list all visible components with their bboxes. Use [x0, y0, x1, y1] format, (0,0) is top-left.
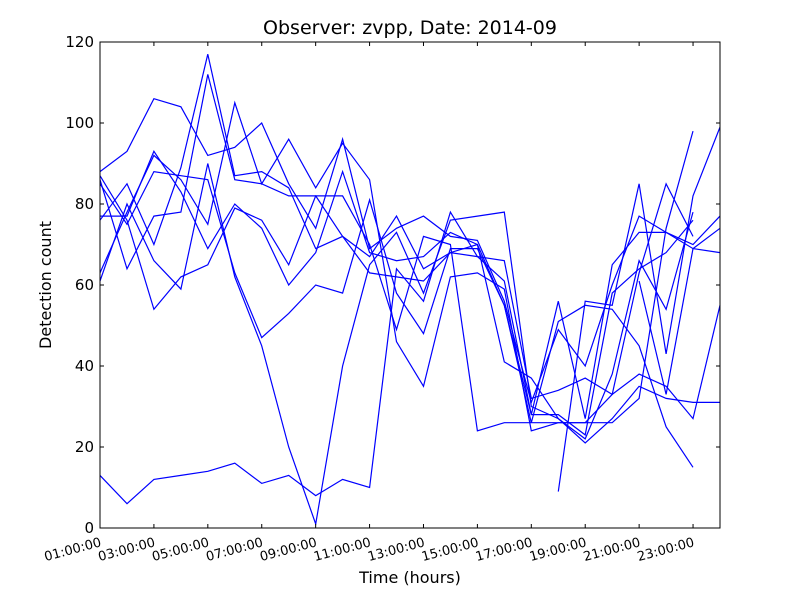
y-axis: 0 20 40 60 80 100 120: [65, 33, 720, 537]
series-line-3: [99, 74, 721, 419]
x-tick-label: 13:00:00: [366, 535, 426, 565]
x-tick-label: 03:00:00: [97, 535, 157, 565]
x-tick-label: 05:00:00: [151, 535, 211, 565]
y-tick-label: 20: [75, 438, 94, 456]
x-tick-label: 21:00:00: [582, 535, 642, 565]
series-line-5: [100, 150, 720, 444]
y-tick-label: 60: [75, 276, 94, 294]
x-tick-label: 23:00:00: [636, 535, 696, 565]
x-tick-label: 11:00:00: [312, 535, 372, 565]
y-tick-label: 120: [65, 33, 94, 51]
series-layer: [99, 54, 721, 527]
series-line-4: [99, 54, 694, 468]
series-line-2: [99, 97, 721, 405]
x-tick-label: 19:00:00: [528, 535, 588, 565]
series-line-8: [99, 175, 694, 432]
y-tick-label: 40: [75, 357, 94, 375]
y-axis-label: Detection count: [36, 221, 55, 349]
x-tick-label: 01:00:00: [43, 535, 103, 565]
y-tick-label: 80: [75, 195, 94, 213]
x-tick-label: 17:00:00: [474, 535, 534, 565]
series-line-6: [99, 100, 694, 432]
series-line-9: [99, 170, 694, 436]
y-tick-label: 0: [84, 519, 94, 537]
series-line-10: [557, 126, 721, 492]
x-tick-label: 09:00:00: [258, 535, 318, 565]
y-tick-label: 100: [65, 114, 94, 132]
x-axis-label: Time (hours): [358, 568, 461, 587]
x-tick-label: 15:00:00: [420, 535, 480, 565]
chart-title: Observer: zvpp, Date: 2014-09: [263, 17, 557, 39]
series-line-7: [99, 163, 694, 527]
series-line-1: [99, 210, 721, 505]
x-tick-label: 07:00:00: [204, 535, 264, 565]
series-line-11: [638, 227, 721, 395]
